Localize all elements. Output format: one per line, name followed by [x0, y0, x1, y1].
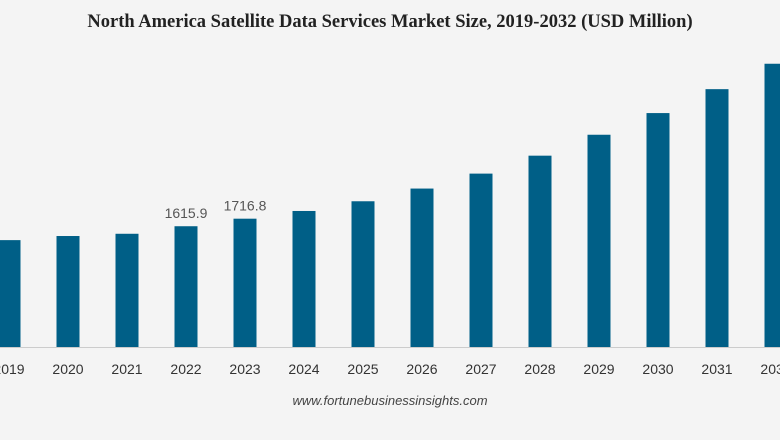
- bar-2031: [705, 89, 729, 347]
- bar-2028: [528, 155, 552, 347]
- bar-2030: [646, 113, 670, 347]
- bar-2020: [56, 236, 80, 347]
- chart-title: North America Satellite Data Services Ma…: [87, 12, 693, 32]
- bar-2032: [764, 63, 780, 347]
- x-tick-label-2027: 2027: [465, 361, 496, 377]
- bar-2025: [351, 201, 375, 347]
- x-tick-label-2026: 2026: [406, 361, 437, 377]
- x-tick-label-2020: 2020: [52, 361, 83, 377]
- bar-2026: [410, 188, 434, 347]
- x-tick-label-2025: 2025: [347, 361, 378, 377]
- data-label-2023: 1716.8: [224, 198, 267, 214]
- bar-2021: [115, 233, 139, 347]
- x-tick-label-2030: 2030: [642, 361, 673, 377]
- bar-2023: [233, 218, 257, 347]
- x-tick-label-2032: 2032: [760, 361, 780, 377]
- source-caption: www.fortunebusinessinsights.com: [292, 393, 488, 408]
- x-tick-label-2029: 2029: [583, 361, 614, 377]
- x-tick-label-2031: 2031: [701, 361, 732, 377]
- x-tick-label-2022: 2022: [170, 361, 201, 377]
- x-tick-label-2024: 2024: [288, 361, 319, 377]
- data-label-2022: 1615.9: [165, 205, 208, 221]
- x-tick-label-2023: 2023: [229, 361, 260, 377]
- bar-2029: [587, 134, 611, 347]
- x-tick-label-2019: 2019: [0, 361, 25, 377]
- bar-2019: [0, 240, 21, 347]
- bar-2024: [292, 210, 316, 347]
- x-tick-label-2028: 2028: [524, 361, 555, 377]
- x-tick-label-2021: 2021: [111, 361, 142, 377]
- bar-2027: [469, 173, 493, 347]
- bar-2022: [174, 226, 198, 347]
